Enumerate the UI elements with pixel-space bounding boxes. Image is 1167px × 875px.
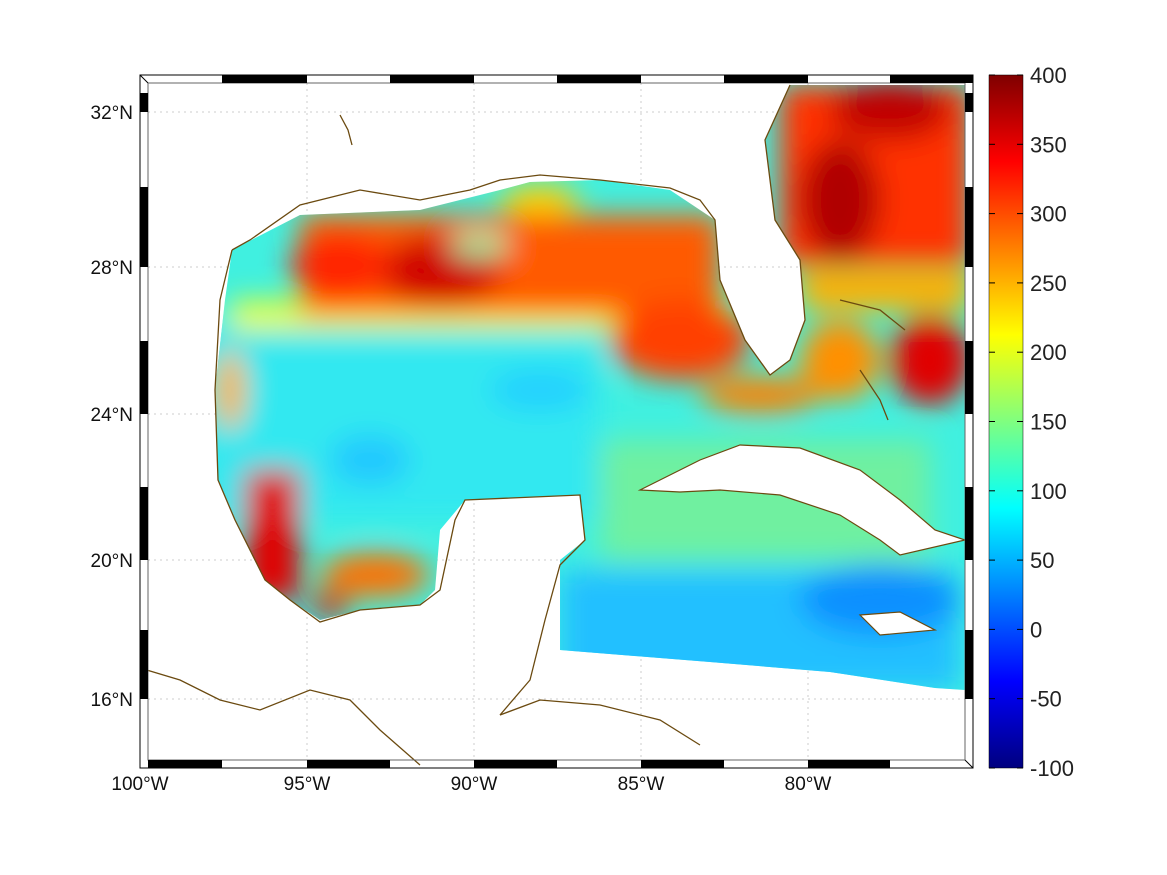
- x-tick-label: 100°W: [111, 774, 168, 795]
- colorbar-ticks: 400 350 300 250 200 150 100 50 0 -50 -100: [989, 63, 1074, 781]
- colorbar-tick-label: 350: [1030, 132, 1067, 157]
- x-tick-labels: 100°W 95°W 90°W 85°W 80°W: [111, 774, 831, 795]
- colorbar-tick-label: 50: [1030, 548, 1054, 573]
- colorbar: 400 350 300 250 200 150 100 50 0 -50 -100: [988, 63, 1074, 781]
- colorbar-tick-label: -50: [1030, 687, 1062, 712]
- data-field: [215, 85, 965, 690]
- y-tick-labels: 32°N 28°N 24°N 20°N 16°N: [91, 103, 133, 711]
- y-tick-label: 32°N: [91, 103, 133, 124]
- colorbar-tick-label: 250: [1030, 271, 1067, 296]
- colorbar-tick-label: 100: [1030, 479, 1067, 504]
- coastlines: [139, 84, 906, 766]
- colorbar-tick-label: 150: [1030, 410, 1067, 435]
- x-tick-label: 85°W: [618, 774, 665, 795]
- colorbar-tick-label: -100: [1030, 756, 1074, 781]
- x-tick-label: 90°W: [451, 774, 498, 795]
- x-tick-label: 95°W: [284, 774, 331, 795]
- y-tick-label: 28°N: [91, 258, 133, 279]
- colorbar-tick-label: 0: [1030, 617, 1042, 642]
- map-frame: [139, 74, 974, 769]
- colorbar-tick-label: 300: [1030, 202, 1067, 227]
- y-tick-label: 20°N: [91, 551, 133, 572]
- colorbar-tick-label: 200: [1030, 340, 1067, 365]
- x-tick-label: 80°W: [785, 774, 832, 795]
- y-tick-label: 24°N: [91, 405, 133, 426]
- colorbar-tick-label: 400: [1030, 63, 1067, 88]
- y-tick-label: 16°N: [91, 690, 133, 711]
